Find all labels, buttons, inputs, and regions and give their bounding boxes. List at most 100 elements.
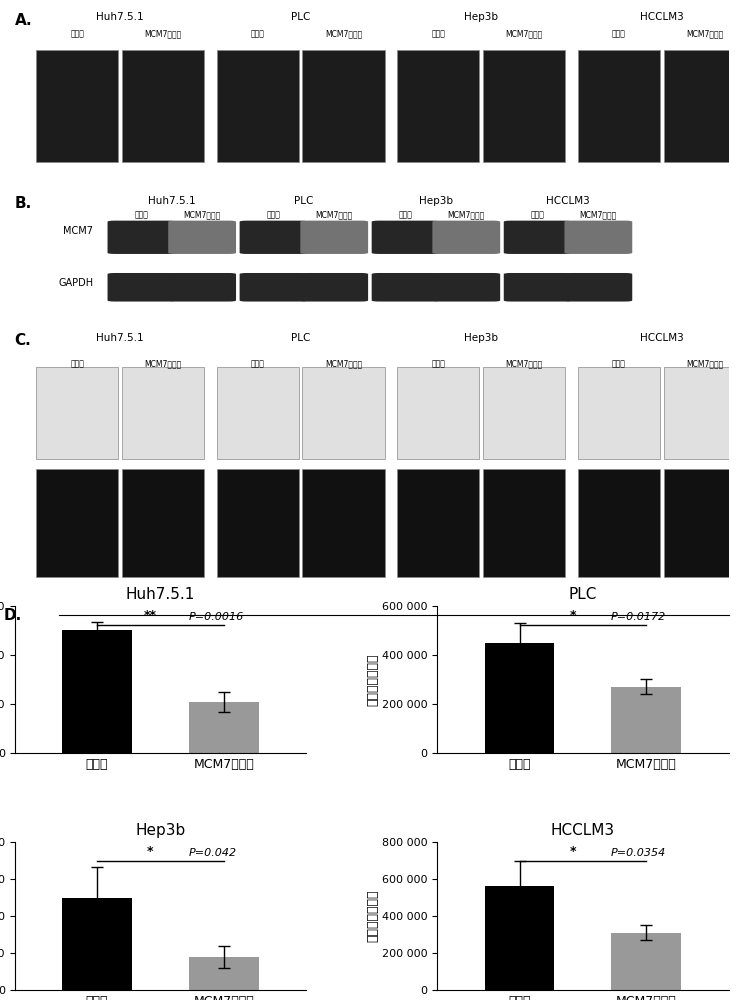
Y-axis label: 肌瘾球面积总和: 肌瘾球面积总和 [366,890,379,942]
Text: C.: C. [15,333,32,348]
FancyBboxPatch shape [432,221,500,254]
Bar [36,367,118,459]
FancyBboxPatch shape [107,273,175,302]
Text: MCM7敛低组: MCM7敛低组 [325,359,362,368]
Text: HCCLM3: HCCLM3 [546,196,590,206]
Bar [612,933,681,990]
Text: P=0.0016: P=0.0016 [188,612,244,622]
Text: D.: D. [4,607,22,622]
Bar [664,367,736,459]
Bar [122,50,204,162]
Text: PLC: PLC [291,333,311,343]
Bar [36,469,118,577]
Text: B.: B. [15,196,32,211]
Bar [122,469,204,577]
Bar [63,630,132,753]
Text: 对照组: 对照组 [251,359,265,368]
Text: MCM7敛低组: MCM7敛低组 [144,30,182,39]
FancyBboxPatch shape [169,273,236,302]
FancyBboxPatch shape [372,273,439,302]
FancyBboxPatch shape [372,221,439,254]
Text: 对照组: 对照组 [612,30,626,39]
Bar [397,367,479,459]
Bar [189,957,258,990]
Bar [578,50,660,162]
Text: 对照组: 对照组 [70,30,84,39]
Bar [302,469,384,577]
Text: 对照组: 对照组 [266,210,280,219]
Text: MCM7敛低组: MCM7敛低组 [686,359,723,368]
Text: 对照组: 对照组 [251,30,265,39]
Bar [397,50,479,162]
Y-axis label: 肌瘾球面积总和: 肌瘾球面积总和 [366,653,379,706]
Text: MCM7: MCM7 [63,226,93,236]
Text: 对照组: 对照组 [70,359,84,368]
Text: HCCLM3: HCCLM3 [640,12,684,22]
FancyBboxPatch shape [300,273,368,302]
Bar [217,367,299,459]
Text: GAPDH: GAPDH [58,278,93,288]
Title: Huh7.5.1: Huh7.5.1 [126,587,195,602]
FancyBboxPatch shape [503,221,572,254]
Bar [578,367,660,459]
Bar [217,50,299,162]
Bar [485,643,554,753]
Text: 对照组: 对照组 [531,210,545,219]
Text: MCM7敛低组: MCM7敛低组 [580,210,617,219]
Title: HCCLM3: HCCLM3 [551,823,615,838]
Bar [483,50,565,162]
Bar [122,367,204,459]
Text: MCM7敛低组: MCM7敛低组 [144,359,182,368]
Text: PLC: PLC [291,12,311,22]
Bar [63,898,132,990]
Text: MCM7敛低组: MCM7敛低组 [506,30,542,39]
Bar [189,702,258,753]
Text: 对照组: 对照组 [431,30,445,39]
Bar [302,50,384,162]
Text: 对照组: 对照组 [612,359,626,368]
Text: MCM7敛低组: MCM7敛低组 [447,210,485,219]
Text: HCCLM3: HCCLM3 [640,333,684,343]
Text: P=0.0172: P=0.0172 [611,612,666,622]
FancyBboxPatch shape [240,273,308,302]
FancyBboxPatch shape [432,273,500,302]
Bar [302,367,384,459]
Text: MCM7敛低组: MCM7敛低组 [686,30,723,39]
Text: 对照组: 对照组 [431,359,445,368]
Text: MCM7敛低组: MCM7敛低组 [506,359,542,368]
Text: 对照组: 对照组 [399,210,413,219]
Text: Huh7.5.1: Huh7.5.1 [96,12,144,22]
Text: MCM7敛低组: MCM7敛低组 [183,210,221,219]
Text: Hep3b: Hep3b [464,333,498,343]
Text: A.: A. [15,13,32,28]
Bar [397,469,479,577]
Text: Huh7.5.1: Huh7.5.1 [96,333,144,343]
Bar [664,50,736,162]
Bar [485,886,554,990]
FancyBboxPatch shape [565,221,632,254]
Text: Hep3b: Hep3b [464,12,498,22]
Text: MCM7敛低组: MCM7敛低组 [325,30,362,39]
Bar [664,469,736,577]
Title: Hep3b: Hep3b [135,823,185,838]
Bar [36,50,118,162]
Text: 对照组: 对照组 [135,210,149,219]
Bar [217,469,299,577]
FancyBboxPatch shape [300,221,368,254]
Text: Huh7.5.1: Huh7.5.1 [148,196,196,206]
FancyBboxPatch shape [565,273,632,302]
Text: PLC: PLC [294,196,314,206]
FancyBboxPatch shape [107,221,175,254]
Text: *: * [570,609,576,622]
Text: *: * [147,845,154,858]
Text: *: * [570,845,576,858]
Bar [483,367,565,459]
Text: P=0.042: P=0.042 [188,848,236,858]
Text: Hep3b: Hep3b [419,196,453,206]
Text: MCM7敛低组: MCM7敛低组 [316,210,353,219]
Text: **: ** [144,609,157,622]
FancyBboxPatch shape [503,273,572,302]
Bar [578,469,660,577]
FancyBboxPatch shape [169,221,236,254]
FancyBboxPatch shape [240,221,308,254]
